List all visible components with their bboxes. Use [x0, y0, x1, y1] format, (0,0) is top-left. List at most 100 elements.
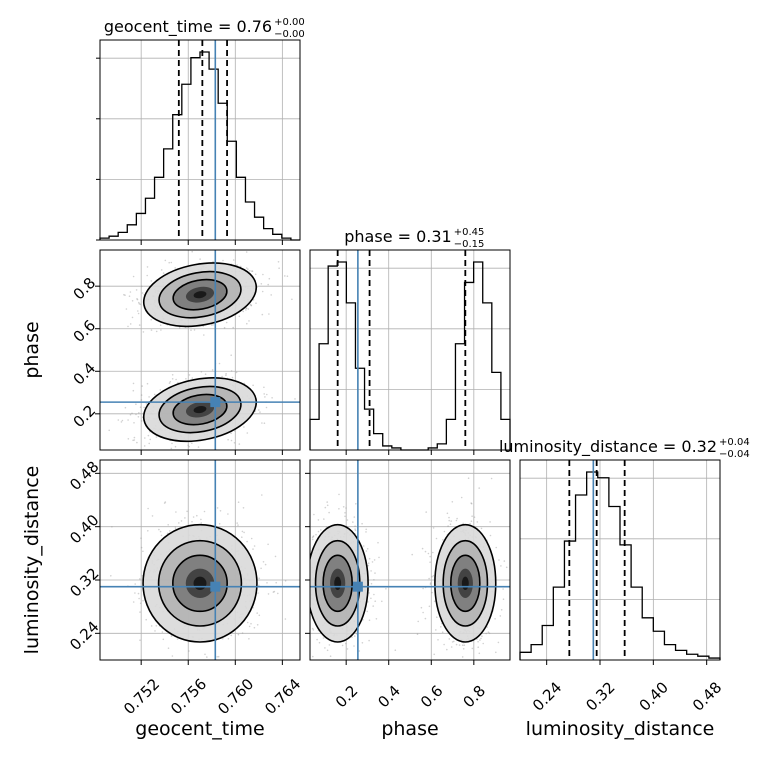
- x-tick-labels-phase: 0.2 0.4 0.6 0.8: [332, 682, 489, 712]
- y-tick-label: 0.24: [66, 618, 102, 654]
- scatter-point: [169, 380, 172, 383]
- scatter-point: [225, 372, 227, 375]
- scatter-point: [469, 522, 471, 525]
- scatter-point: [435, 629, 437, 631]
- scatter-point: [250, 304, 252, 306]
- scatter-point: [262, 273, 264, 276]
- scatter-point: [258, 409, 260, 411]
- scatter-point: [132, 275, 135, 278]
- scatter-point: [277, 592, 279, 595]
- scatter-point: [450, 520, 453, 522]
- title-lower-error: −0.00: [274, 29, 305, 40]
- scatter-point: [261, 290, 264, 293]
- truth-marker: [352, 581, 363, 592]
- scatter-point: [324, 506, 327, 509]
- scatter-point: [155, 625, 158, 627]
- panel-content: [100, 250, 300, 450]
- scatter-point: [488, 632, 491, 635]
- scatter-point: [135, 403, 137, 406]
- scatter-point: [230, 439, 233, 442]
- scatter-point: [422, 611, 424, 614]
- scatter-point: [480, 527, 483, 530]
- contour-line: [322, 554, 353, 613]
- scatter-point: [266, 393, 268, 396]
- scatter-point: [227, 637, 230, 640]
- scatter-point: [159, 530, 162, 533]
- scatter-point: [318, 641, 321, 644]
- scatter-point: [352, 521, 354, 523]
- scatter-point: [216, 507, 219, 509]
- scatter-point: [326, 501, 329, 503]
- scatter-point: [500, 565, 502, 567]
- scatter-point: [345, 642, 347, 645]
- scatter-point: [188, 445, 190, 448]
- scatter-point: [117, 419, 120, 421]
- y-tick-label: 0.40: [66, 511, 102, 547]
- scatter-point: [263, 422, 266, 425]
- scatter-point: [212, 324, 214, 326]
- scatter-point: [489, 521, 491, 523]
- scatter-point: [485, 632, 488, 635]
- scatter-point: [140, 546, 143, 549]
- scatter-point: [432, 551, 434, 554]
- scatter-point: [260, 567, 262, 570]
- x-tick-label: 0.48: [689, 678, 725, 714]
- scatter-point: [427, 552, 430, 555]
- scatter-point: [170, 635, 173, 637]
- scatter-point: [385, 588, 387, 590]
- density-level: [334, 576, 342, 590]
- scatter-point: [261, 313, 264, 316]
- scatter-point: [168, 382, 171, 384]
- scatter-point: [108, 429, 110, 432]
- scatter-point: [261, 422, 263, 424]
- title-upper-error: +0.45: [454, 227, 485, 238]
- scatter-point: [161, 631, 164, 633]
- scatter-point: [139, 639, 141, 641]
- scatter-point: [245, 307, 248, 309]
- scatter-point: [147, 434, 150, 437]
- scatter-point: [132, 382, 135, 385]
- scatter-point: [142, 331, 145, 333]
- title-phase: phase = 0.31: [344, 227, 451, 246]
- scatter-point: [374, 600, 377, 602]
- scatter-point: [495, 546, 498, 549]
- scatter-point: [200, 518, 202, 521]
- scatter-point: [237, 524, 239, 526]
- panel-geocent_time-vs-luminosity_distance: 0.24 0.32 0.40 0.48: [66, 458, 301, 665]
- scatter-point: [142, 599, 144, 602]
- scatter-point: [262, 561, 265, 563]
- title-luminosity_distance: luminosity_distance = 0.32: [499, 437, 717, 457]
- scatter-point: [159, 389, 162, 391]
- scatter-point: [437, 639, 439, 641]
- scatter-point: [153, 393, 156, 396]
- scatter-point: [188, 374, 191, 376]
- density-level: [193, 576, 207, 590]
- scatter-point: [346, 519, 349, 521]
- scatter-point: [217, 655, 220, 658]
- scatter-point: [144, 437, 146, 439]
- scatter-point: [136, 298, 139, 301]
- scatter-point: [162, 272, 165, 274]
- histogram-phase: [309, 261, 511, 451]
- scatter-point: [367, 564, 370, 567]
- scatter-point: [490, 477, 493, 480]
- scatter-point: [346, 648, 349, 650]
- scatter-point: [257, 592, 259, 594]
- scatter-point: [264, 396, 266, 398]
- scatter-point: [246, 432, 249, 434]
- scatter-point: [146, 274, 148, 277]
- scatter-point: [204, 653, 206, 656]
- scatter-point: [316, 638, 318, 641]
- contour-line: [172, 393, 228, 426]
- scatter-point: [453, 640, 455, 643]
- scatter-point: [258, 614, 261, 617]
- contour-line: [158, 270, 242, 319]
- scatter-point: [353, 635, 356, 637]
- scatter-point: [137, 592, 140, 595]
- scatter-point: [132, 439, 134, 442]
- scatter-point: [471, 515, 473, 517]
- scatter-point: [443, 643, 445, 646]
- x-axis-label-phase: phase: [381, 718, 438, 740]
- scatter-point: [170, 261, 173, 264]
- scatter-point: [166, 532, 169, 535]
